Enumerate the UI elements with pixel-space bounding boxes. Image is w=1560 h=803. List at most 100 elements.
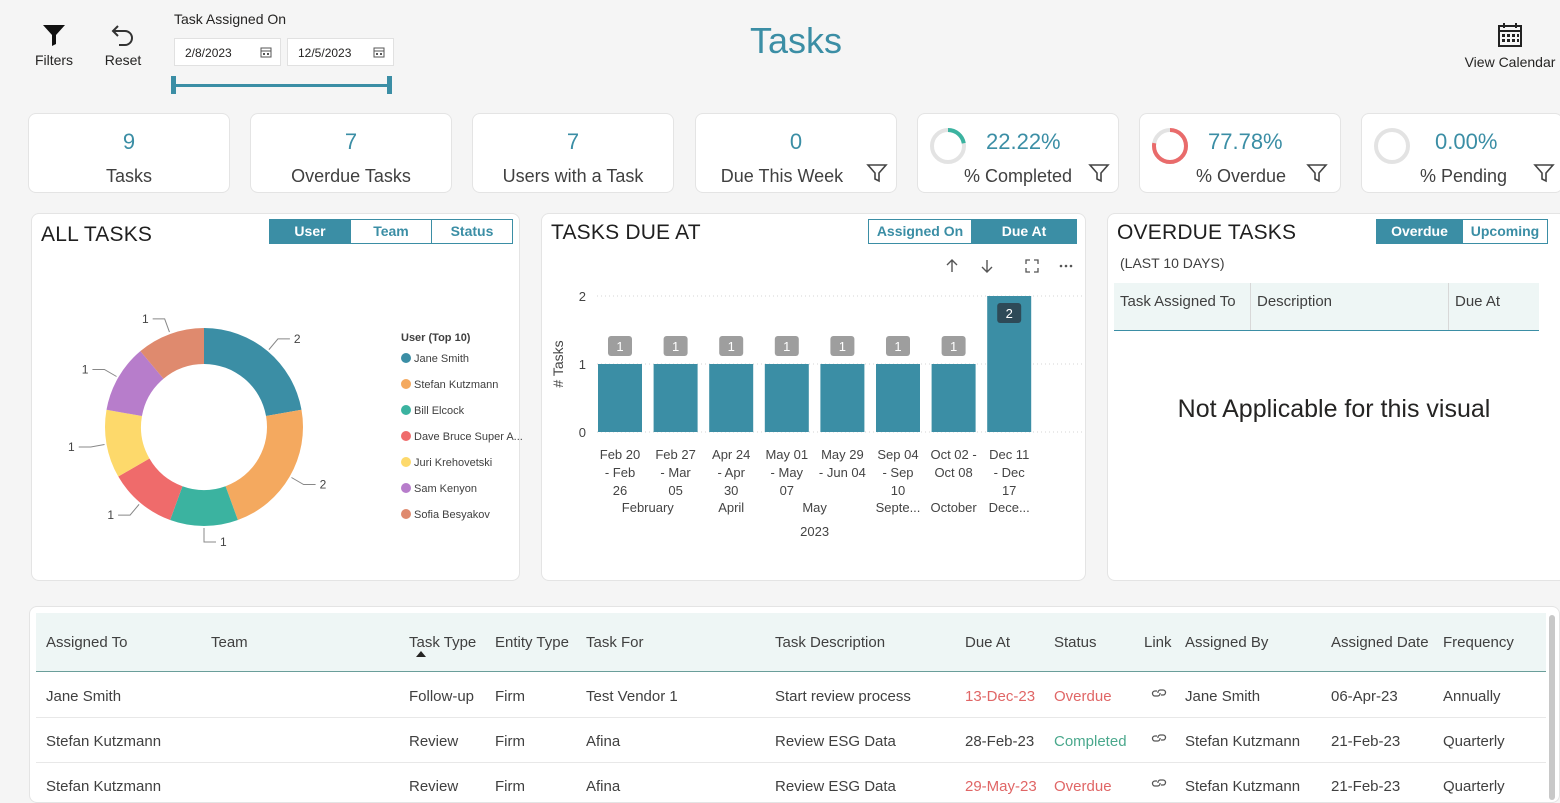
tab-status[interactable]: Status bbox=[450, 223, 494, 239]
end-date-input[interactable]: 12/5/2023 bbox=[287, 38, 394, 66]
expand-icon[interactable] bbox=[1024, 258, 1040, 274]
column-header[interactable]: Task Assigned To bbox=[1114, 283, 1251, 330]
legend-item[interactable]: Sofia Besyakov bbox=[401, 509, 490, 521]
donut-chart: 2 2 1 1 1 1 1 bbox=[68, 312, 327, 549]
column-header[interactable]: Entity Type bbox=[495, 634, 569, 651]
donut-slice[interactable] bbox=[204, 328, 302, 417]
column-header[interactable]: Assigned To bbox=[46, 634, 128, 651]
x-month-label: February bbox=[622, 500, 675, 515]
x-month-label: May bbox=[802, 500, 827, 515]
column-header[interactable]: Due At bbox=[965, 634, 1011, 651]
table-cell: Jane Smith bbox=[1185, 688, 1261, 705]
column-header[interactable]: Task For bbox=[586, 634, 644, 651]
reset-button[interactable]: Reset bbox=[93, 22, 153, 68]
date-slider-end-handle[interactable] bbox=[387, 76, 392, 94]
table-cell: Jane Smith bbox=[46, 688, 122, 705]
legend-label: Sofia Besyakov bbox=[414, 509, 490, 521]
x-tick-label: - Sep bbox=[882, 465, 913, 480]
legend-item[interactable]: Juri Krehovetski bbox=[401, 457, 492, 469]
legend-item[interactable]: Jane Smith bbox=[401, 353, 469, 365]
link-icon[interactable] bbox=[1151, 687, 1167, 699]
donut-slice[interactable] bbox=[225, 409, 303, 521]
table-scrollbar[interactable] bbox=[1549, 615, 1555, 800]
column-header[interactable]: Team bbox=[211, 634, 248, 651]
x-year-label: 2023 bbox=[800, 524, 829, 539]
bar[interactable] bbox=[876, 364, 920, 432]
column-header[interactable]: Due At bbox=[1455, 293, 1501, 310]
bar[interactable] bbox=[764, 364, 809, 432]
kpi-value: 77.78% bbox=[1208, 129, 1283, 154]
table-row[interactable]: Jane Smith Follow-up Firm Test Vendor 1 Star… bbox=[36, 673, 1546, 718]
more-options-icon[interactable] bbox=[1058, 258, 1074, 274]
bar-data-label: 1 bbox=[728, 339, 735, 354]
x-tick-label: - Apr bbox=[717, 465, 745, 480]
donut-slice[interactable] bbox=[118, 458, 183, 521]
funnel-icon[interactable] bbox=[1088, 162, 1110, 184]
arrow-down-icon[interactable] bbox=[979, 258, 995, 274]
table-cell: Annually bbox=[1443, 688, 1501, 705]
column-header[interactable]: Assigned By bbox=[1185, 634, 1269, 651]
date-slider-start-handle[interactable] bbox=[171, 76, 176, 94]
link-icon[interactable] bbox=[1151, 732, 1167, 744]
column-header[interactable]: Frequency bbox=[1443, 634, 1514, 651]
table-cell: 21-Feb-23 bbox=[1331, 733, 1401, 750]
filters-button[interactable]: Filters bbox=[24, 22, 84, 68]
column-header[interactable]: Link bbox=[1144, 634, 1172, 651]
x-tick-label: - Jun 04 bbox=[819, 465, 866, 480]
tab-team[interactable]: Team bbox=[351, 220, 432, 243]
tab-due-at[interactable]: Due At bbox=[972, 220, 1076, 243]
table-cell: Start review process bbox=[775, 688, 911, 705]
slice-data-label: 1 bbox=[107, 508, 114, 522]
donut-slice[interactable] bbox=[105, 409, 150, 477]
table-row[interactable]: Stefan Kutzmann Review Firm Afina Review ESG… bbox=[36, 763, 1546, 802]
funnel-icon[interactable] bbox=[866, 162, 888, 184]
kpi-value: 22.22% bbox=[986, 129, 1061, 154]
calendar-icon[interactable] bbox=[373, 46, 385, 58]
column-header[interactable]: Status bbox=[1054, 634, 1097, 651]
column-header[interactable]: Task Description bbox=[775, 634, 886, 651]
x-tick-label: Feb 20 bbox=[600, 447, 640, 462]
column-header[interactable]: Task Type bbox=[409, 634, 477, 651]
column-header[interactable]: Assigned Date bbox=[1331, 634, 1429, 651]
view-calendar-button[interactable]: View Calendar bbox=[1455, 22, 1560, 70]
bar[interactable] bbox=[931, 364, 976, 432]
donut-slice[interactable] bbox=[170, 486, 238, 526]
table-row[interactable]: Stefan Kutzmann Review Firm Afina Review ESG… bbox=[36, 718, 1546, 763]
donut-slice[interactable] bbox=[106, 351, 164, 417]
date-slider-track[interactable] bbox=[174, 84, 390, 87]
tab-user[interactable]: User bbox=[270, 220, 351, 243]
bar[interactable] bbox=[820, 364, 865, 432]
funnel-icon[interactable] bbox=[1306, 162, 1328, 184]
table-cell: Follow-up bbox=[409, 688, 475, 705]
table-cell: Stefan Kutzmann bbox=[46, 733, 162, 750]
tab-upcoming[interactable]: Upcoming bbox=[1470, 223, 1540, 239]
legend-item[interactable]: Bill Elcock bbox=[401, 405, 464, 417]
table-header: Assigned To Team Task Type Entity Type T… bbox=[36, 613, 1546, 672]
table-cell: Stefan Kutzmann bbox=[46, 778, 162, 795]
reset-label: Reset bbox=[104, 52, 142, 68]
bar[interactable] bbox=[709, 364, 754, 432]
legend-label: Jane Smith bbox=[414, 353, 470, 365]
legend-swatch bbox=[401, 431, 411, 441]
funnel-icon[interactable] bbox=[1533, 162, 1555, 184]
bar[interactable] bbox=[653, 364, 698, 432]
bar[interactable] bbox=[598, 364, 642, 432]
tab-assigned-on[interactable]: Assigned On bbox=[869, 220, 972, 243]
calendar-icon[interactable] bbox=[260, 46, 272, 58]
start-date-input[interactable]: 2/8/2023 bbox=[174, 38, 281, 66]
kpi-label: % Completed bbox=[964, 166, 1073, 186]
table-cell: 28-Feb-23 bbox=[965, 733, 1035, 750]
arrow-up-icon[interactable] bbox=[944, 258, 960, 274]
kpi-card-users: 7 Users with a Task bbox=[472, 113, 674, 193]
donut-slice[interactable] bbox=[140, 328, 204, 379]
table-cell: Firm bbox=[495, 778, 525, 795]
legend-item[interactable]: Dave Bruce Super A... bbox=[401, 431, 523, 443]
tab-overdue[interactable]: Overdue bbox=[1377, 220, 1463, 243]
panel-title: OVERDUE TASKS bbox=[1117, 221, 1297, 244]
x-tick-label: - Feb bbox=[605, 465, 635, 480]
panel-title: TASKS DUE AT bbox=[551, 221, 701, 244]
legend-item[interactable]: Stefan Kutzmann bbox=[401, 379, 498, 391]
link-icon[interactable] bbox=[1151, 777, 1167, 789]
legend-item[interactable]: Sam Kenyon bbox=[401, 483, 477, 495]
column-header[interactable]: Description bbox=[1251, 283, 1449, 330]
